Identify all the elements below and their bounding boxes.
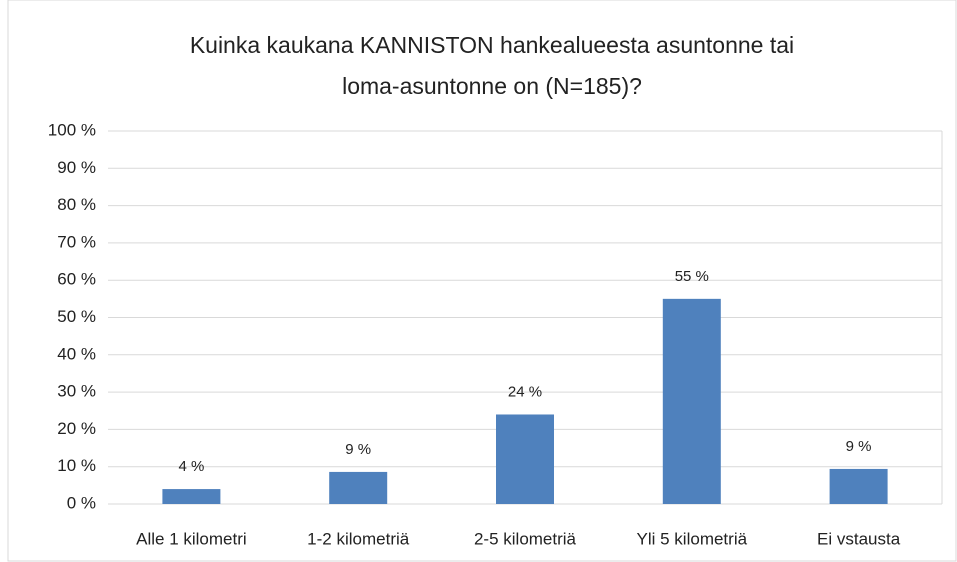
data-label: 55 % bbox=[675, 268, 709, 285]
x-tick-label: Ei vstausta bbox=[817, 529, 901, 548]
data-label: 24 % bbox=[508, 383, 542, 400]
chart-title: loma-asuntonne on (N=185)? bbox=[342, 73, 642, 99]
x-tick-label: Alle 1 kilometri bbox=[136, 529, 247, 548]
y-tick-label: 70 % bbox=[57, 232, 96, 251]
y-tick-label: 80 % bbox=[57, 195, 96, 214]
y-tick-label: 100 % bbox=[48, 120, 96, 139]
bar bbox=[329, 471, 388, 504]
chart-title: Kuinka kaukana KANNISTON hankealueesta a… bbox=[190, 32, 794, 58]
y-tick-label: 10 % bbox=[57, 456, 96, 475]
y-tick-label: 60 % bbox=[57, 270, 96, 289]
x-tick-label: 2-5 kilometriä bbox=[474, 529, 577, 548]
data-label: 4 % bbox=[178, 458, 204, 475]
bar bbox=[162, 489, 221, 504]
bar bbox=[829, 468, 888, 504]
y-tick-label: 20 % bbox=[57, 419, 96, 438]
y-tick-label: 40 % bbox=[57, 344, 96, 363]
y-tick-label: 50 % bbox=[57, 307, 96, 326]
y-tick-label: 30 % bbox=[57, 382, 96, 401]
bar bbox=[496, 414, 554, 504]
data-label: 9 % bbox=[345, 441, 371, 458]
x-tick-label: Yli 5 kilometriä bbox=[637, 529, 748, 548]
bar bbox=[662, 298, 721, 504]
y-tick-label: 0 % bbox=[67, 493, 96, 512]
data-label: 9 % bbox=[846, 438, 872, 455]
x-tick-label: 1-2 kilometriä bbox=[307, 529, 410, 548]
y-tick-label: 90 % bbox=[57, 158, 96, 177]
